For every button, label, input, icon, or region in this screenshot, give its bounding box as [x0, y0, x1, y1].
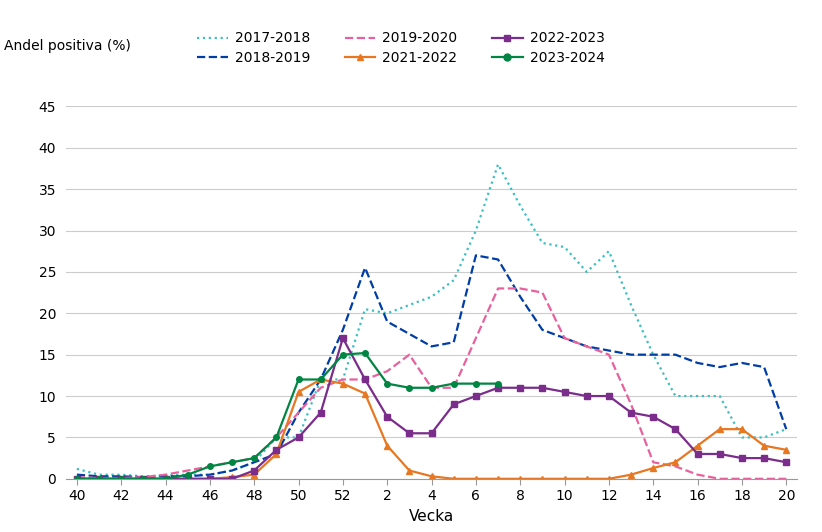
X-axis label: Vecka: Vecka — [409, 509, 455, 524]
Legend: 2017-2018, 2018-2019, 2019-2020, 2021-2022, 2022-2023, 2023-2024: 2017-2018, 2018-2019, 2019-2020, 2021-20… — [197, 31, 604, 65]
Text: Andel positiva (%): Andel positiva (%) — [3, 39, 131, 53]
